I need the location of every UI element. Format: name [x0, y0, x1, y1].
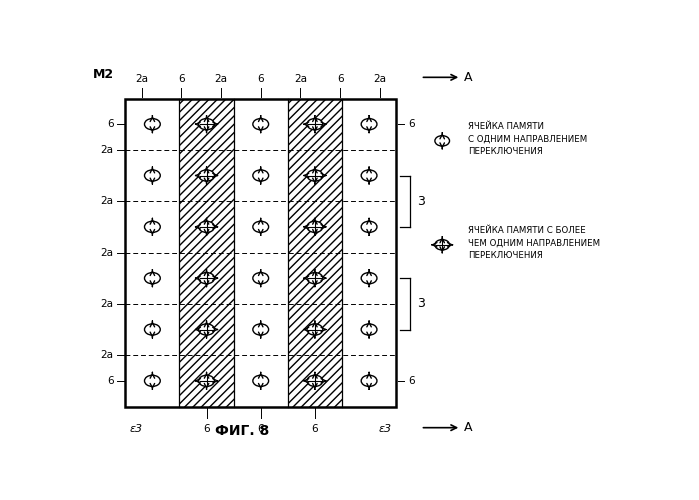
Circle shape: [145, 375, 160, 386]
Text: 6: 6: [408, 119, 415, 129]
Text: ФИГ. 8: ФИГ. 8: [215, 424, 269, 438]
Text: 6: 6: [257, 74, 264, 84]
Text: A: A: [464, 421, 473, 434]
Text: 2a: 2a: [101, 350, 113, 360]
Circle shape: [361, 272, 377, 284]
Circle shape: [307, 170, 323, 181]
Text: 6: 6: [312, 424, 318, 434]
Text: 3: 3: [417, 298, 424, 310]
Circle shape: [361, 375, 377, 386]
Circle shape: [253, 118, 268, 130]
Text: 6: 6: [107, 376, 113, 386]
Circle shape: [199, 324, 215, 335]
Circle shape: [435, 240, 449, 250]
Circle shape: [307, 272, 323, 284]
Text: 2a: 2a: [215, 74, 227, 84]
Text: 2a: 2a: [101, 145, 113, 155]
Circle shape: [307, 221, 323, 232]
Bar: [288, 98, 342, 406]
Circle shape: [145, 221, 160, 232]
Text: 6: 6: [107, 119, 113, 129]
Circle shape: [361, 221, 377, 232]
Circle shape: [307, 118, 323, 130]
Text: M2: M2: [93, 68, 114, 81]
Circle shape: [145, 272, 160, 284]
Circle shape: [361, 324, 377, 335]
Circle shape: [361, 170, 377, 181]
Circle shape: [199, 272, 215, 284]
Text: 6: 6: [178, 74, 185, 84]
Text: ЯЧЕЙКА ПАМЯТИ
С ОДНИМ НАПРАВЛЕНИЕМ
ПЕРЕКЛЮЧЕНИЯ: ЯЧЕЙКА ПАМЯТИ С ОДНИМ НАПРАВЛЕНИЕМ ПЕРЕК…: [468, 122, 587, 156]
Text: ЯЧЕЙКА ПАМЯТИ С БОЛЕЕ
ЧЕМ ОДНИМ НАПРАВЛЕНИЕМ
ПЕРЕКЛЮЧЕНИЯ: ЯЧЕЙКА ПАМЯТИ С БОЛЕЕ ЧЕМ ОДНИМ НАПРАВЛЕ…: [468, 226, 600, 260]
Text: A: A: [464, 71, 473, 84]
Text: 2a: 2a: [373, 74, 387, 84]
Text: 2a: 2a: [101, 196, 113, 206]
Text: 2a: 2a: [294, 74, 307, 84]
Circle shape: [199, 375, 215, 386]
Circle shape: [361, 118, 377, 130]
Circle shape: [435, 136, 449, 146]
Text: 6: 6: [257, 424, 264, 434]
Text: 3: 3: [417, 194, 424, 207]
Circle shape: [199, 118, 215, 130]
Text: 2a: 2a: [101, 299, 113, 309]
Text: ε3: ε3: [129, 424, 143, 434]
Circle shape: [253, 170, 268, 181]
Circle shape: [307, 324, 323, 335]
Circle shape: [199, 170, 215, 181]
Text: 6: 6: [408, 376, 415, 386]
Circle shape: [145, 324, 160, 335]
Circle shape: [253, 272, 268, 284]
Bar: [125, 98, 396, 406]
Circle shape: [145, 170, 160, 181]
Text: ε3: ε3: [379, 424, 392, 434]
Text: 6: 6: [337, 74, 343, 84]
Text: 2a: 2a: [135, 74, 148, 84]
Circle shape: [199, 221, 215, 232]
Circle shape: [253, 221, 268, 232]
Circle shape: [253, 324, 268, 335]
Bar: [180, 98, 233, 406]
Circle shape: [307, 375, 323, 386]
Circle shape: [253, 375, 268, 386]
Text: 6: 6: [203, 424, 210, 434]
Text: 2a: 2a: [101, 248, 113, 258]
Circle shape: [145, 118, 160, 130]
